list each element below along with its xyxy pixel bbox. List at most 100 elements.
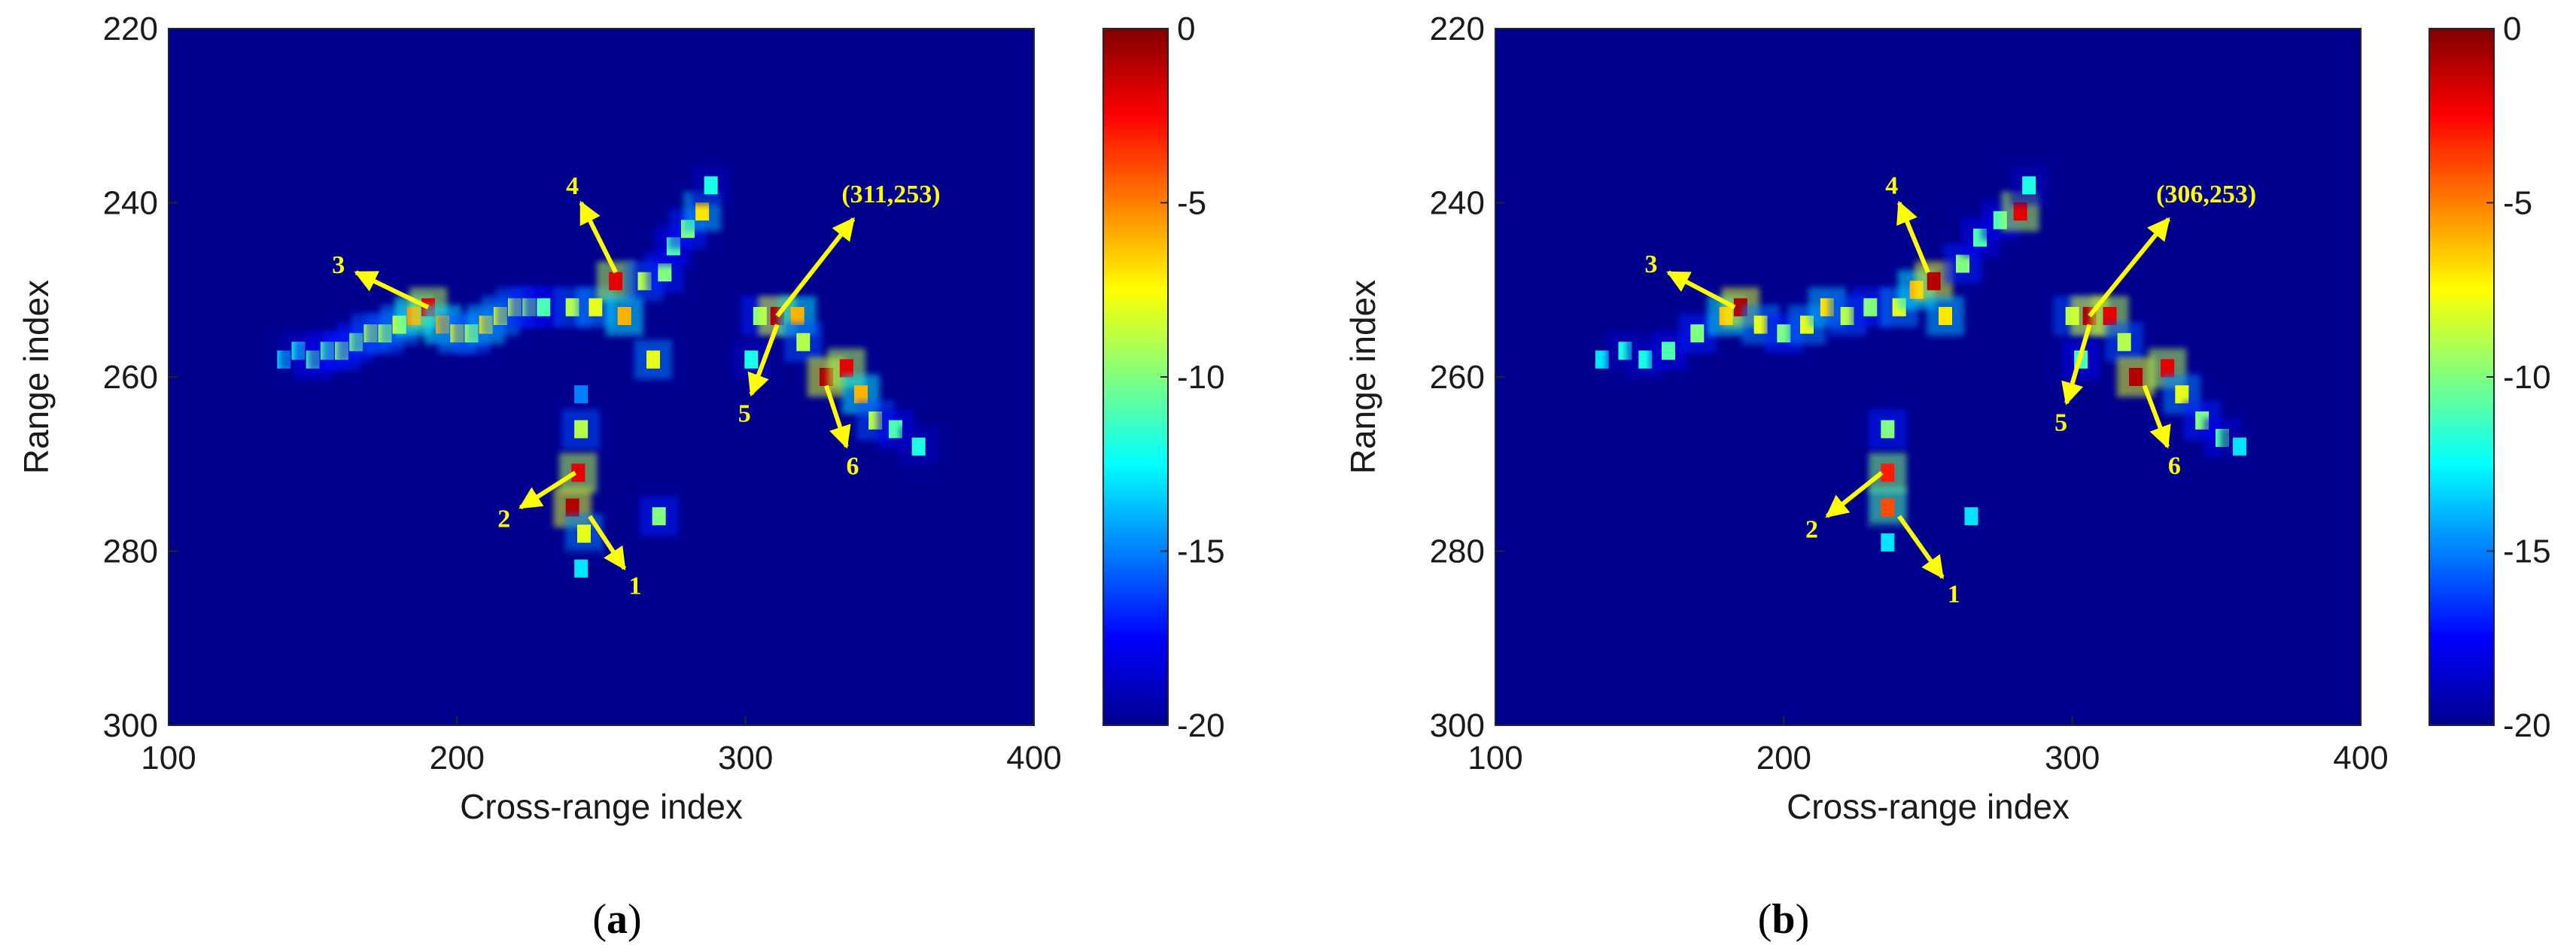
annotation-label: 5 [2054, 409, 2067, 437]
colorbar-tick-label: -10 [1177, 359, 1225, 396]
heatmap-cell [1881, 463, 1895, 482]
y-tick-label: 300 [1430, 707, 1485, 744]
heatmap-cell [2233, 437, 2246, 456]
x-tick-label: 200 [1756, 740, 1811, 776]
annotation-label: 2 [497, 506, 510, 533]
heatmap-cell [2022, 176, 2036, 195]
annotation-arrow [1825, 470, 1884, 518]
annotation-arrow [2142, 384, 2171, 449]
x-axis-label: Cross-range index [1787, 787, 2070, 826]
annotation-label: 5 [738, 400, 751, 428]
heatmap-cell [2013, 202, 2027, 221]
panel-caption: (a) [592, 896, 641, 943]
annotation-label: 1 [629, 572, 642, 600]
heatmap-cell [2129, 368, 2143, 386]
heatmap-cell [574, 420, 588, 439]
heatmap-cell [565, 298, 579, 317]
colorbar-tick-label: 0 [1177, 11, 1195, 47]
heatmap-cell [1863, 298, 1878, 317]
heatmap-background [1495, 29, 2361, 725]
y-tick-label: 280 [103, 533, 158, 570]
heatmap-cell [1881, 533, 1895, 551]
annotation-label: (306,253) [2156, 181, 2256, 208]
y-tick-label: 280 [1430, 533, 1485, 570]
heatmap-cell [2161, 359, 2175, 378]
heatmap-cell [2117, 333, 2131, 351]
y-tick-label: 240 [103, 185, 158, 222]
colorbar [2428, 28, 2495, 726]
heatmap-cell [1881, 498, 1895, 517]
colorbar-tick-label: 0 [2503, 11, 2521, 47]
annotation-arrow [579, 200, 618, 274]
y-tick-label: 260 [1430, 359, 1485, 396]
heatmap-cell [617, 306, 631, 325]
x-tick-label: 400 [1006, 740, 1061, 776]
heatmap-cell [537, 298, 551, 317]
heatmap-cell [1881, 420, 1895, 439]
heatmap-cell [839, 359, 853, 378]
heatmap-cell [1956, 254, 1969, 273]
x-tick-label: 100 [141, 740, 196, 776]
annotation-label: 6 [2168, 452, 2181, 480]
annotation-arrow [1666, 270, 1736, 310]
annotation-arrow [588, 515, 627, 571]
colorbar-tick-label: -5 [2503, 185, 2532, 222]
heatmap-cell [790, 306, 804, 325]
heatmap-cell [1690, 324, 1705, 343]
y-tick-label: 300 [103, 707, 158, 744]
annotation-label: 4 [1885, 172, 1898, 199]
annotation-label: 3 [1644, 251, 1657, 278]
heatmap-cell [854, 385, 868, 404]
x-tick-label: 300 [2045, 740, 2100, 776]
heatmap-cell [911, 437, 926, 456]
colorbar-tick-label: -15 [1177, 533, 1225, 570]
colorbar-tick-label: -15 [2503, 533, 2551, 570]
heatmap-cell [1927, 272, 1941, 290]
annotation-label: (311,253) [841, 181, 940, 208]
annotation-arrow [519, 470, 577, 510]
x-axis-label: Cross-range index [460, 787, 743, 826]
y-tick-label: 260 [103, 359, 158, 396]
chart-panel-2: 100 200 300 400 220 240 260 280 300 Cross-range i… [1343, 11, 2551, 943]
heatmap-cell [1840, 306, 1854, 325]
heatmap-cell [652, 507, 666, 526]
x-tick-label: 100 [1467, 740, 1522, 776]
x-tick-label: 300 [718, 740, 773, 776]
annotation-arrow [2061, 324, 2092, 406]
heatmap-cell [1753, 315, 1768, 334]
annotation-arrow [354, 270, 430, 310]
heatmap-cell [1638, 350, 1653, 369]
heatmap-cell [588, 298, 603, 317]
heatmap-cell [796, 333, 811, 351]
heatmap-cell [2175, 385, 2189, 404]
x-tick-label: 400 [2333, 740, 2388, 776]
heatmap-cell [574, 385, 588, 404]
annotation-arrow [1896, 200, 1930, 274]
annotation-arrow [1897, 515, 1945, 579]
panel-caption: (b) [1758, 896, 1809, 943]
heatmap-cell [577, 524, 591, 543]
colorbar-tick-label: -20 [2503, 707, 2551, 744]
heatmap-cells [265, 165, 938, 589]
y-tick-label: 240 [1430, 185, 1485, 222]
annotation-arrow [2088, 217, 2170, 318]
heatmap-cell [571, 463, 585, 482]
y-tick-label: 220 [1430, 11, 1485, 47]
heatmap-cell [1595, 350, 1609, 369]
heatmap-cell [1777, 324, 1791, 343]
heatmap-cell [889, 420, 902, 439]
annotation-label: 1 [1948, 580, 1960, 608]
heatmap-cell [1939, 306, 1952, 325]
annotation-label: 3 [332, 251, 345, 279]
heatmap-cell [2103, 306, 2117, 325]
heatmap-cell [574, 559, 588, 578]
annotation-arrow [775, 217, 856, 318]
heatmap-cell [695, 202, 710, 221]
y-tick-label: 220 [103, 11, 158, 47]
heatmap-cell [609, 272, 623, 290]
annotation-arrow [824, 384, 851, 449]
heatmap-cell [1662, 342, 1675, 360]
heatmap-cell [658, 263, 672, 282]
